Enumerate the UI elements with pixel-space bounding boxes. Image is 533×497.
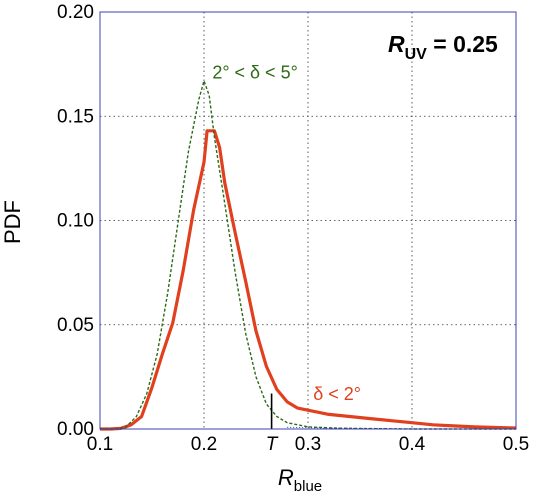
plot-frame [99, 11, 517, 430]
ruv-annotation: RUV = 0.25 [388, 31, 498, 63]
series-line-0 [100, 129, 517, 431]
y-tick-label: 0.05 [57, 315, 94, 336]
x-tick-label: 0.5 [503, 434, 529, 455]
series-labels: δ < 2° 2° < δ < 5° [212, 63, 361, 404]
y-tick-label: 0.20 [57, 2, 94, 23]
y-axis-title: PDF [0, 200, 25, 244]
ruv-annotation-sub: UV [405, 46, 428, 63]
x-axis-title-sub: blue [294, 478, 322, 495]
y-tick-label: 0.10 [57, 211, 94, 232]
grid [100, 12, 516, 429]
x-tick-label: 0.3 [295, 434, 321, 455]
x-axis-title-main: R [278, 465, 294, 490]
threshold-layer: T [266, 393, 279, 455]
series-label: 2° < δ < 5° [212, 63, 297, 83]
series-label: δ < 2° [313, 384, 361, 404]
y-tick-label: 0.00 [57, 419, 94, 440]
threshold-label: T [266, 434, 279, 455]
x-tick-label: 0.4 [399, 434, 426, 455]
series-line-1 [100, 80, 516, 430]
series-layer [100, 80, 517, 431]
x-tick-label: 0.1 [87, 434, 113, 455]
x-tick-label: 0.2 [191, 434, 217, 455]
ruv-annotation-symbol: R [388, 31, 405, 57]
x-axis-title: Rblue [278, 465, 322, 495]
y-tick-label: 0.15 [57, 106, 94, 127]
ruv-annotation-value: = 0.25 [427, 31, 498, 57]
y-tick-labels: 0.00 0.05 0.10 0.15 0.20 [57, 2, 94, 440]
x-tick-labels: 0.1 0.2 0.3 0.4 0.5 [87, 434, 529, 455]
